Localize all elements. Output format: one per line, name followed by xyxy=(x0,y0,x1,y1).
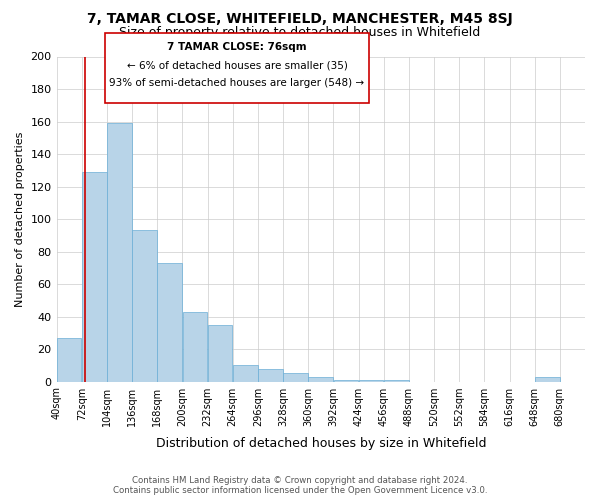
Bar xyxy=(107,123,132,382)
Bar xyxy=(283,374,308,382)
Bar xyxy=(384,380,409,382)
Bar xyxy=(82,172,107,382)
Text: 93% of semi-detached houses are larger (548) →: 93% of semi-detached houses are larger (… xyxy=(109,78,365,88)
Text: ← 6% of detached houses are smaller (35): ← 6% of detached houses are smaller (35) xyxy=(127,60,347,70)
Bar xyxy=(182,312,207,382)
Bar xyxy=(233,366,257,382)
Bar xyxy=(308,376,333,382)
Bar xyxy=(334,380,358,382)
Bar xyxy=(208,324,232,382)
Text: Contains HM Land Registry data © Crown copyright and database right 2024.
Contai: Contains HM Land Registry data © Crown c… xyxy=(113,476,487,495)
Bar xyxy=(258,368,283,382)
X-axis label: Distribution of detached houses by size in Whitefield: Distribution of detached houses by size … xyxy=(155,437,486,450)
Text: 7, TAMAR CLOSE, WHITEFIELD, MANCHESTER, M45 8SJ: 7, TAMAR CLOSE, WHITEFIELD, MANCHESTER, … xyxy=(87,12,513,26)
Text: 7 TAMAR CLOSE: 76sqm: 7 TAMAR CLOSE: 76sqm xyxy=(167,42,307,51)
Bar xyxy=(132,230,157,382)
Bar xyxy=(157,263,182,382)
Text: Size of property relative to detached houses in Whitefield: Size of property relative to detached ho… xyxy=(119,26,481,39)
Y-axis label: Number of detached properties: Number of detached properties xyxy=(15,132,25,306)
Bar xyxy=(57,338,82,382)
Bar xyxy=(359,380,383,382)
Bar xyxy=(535,376,560,382)
